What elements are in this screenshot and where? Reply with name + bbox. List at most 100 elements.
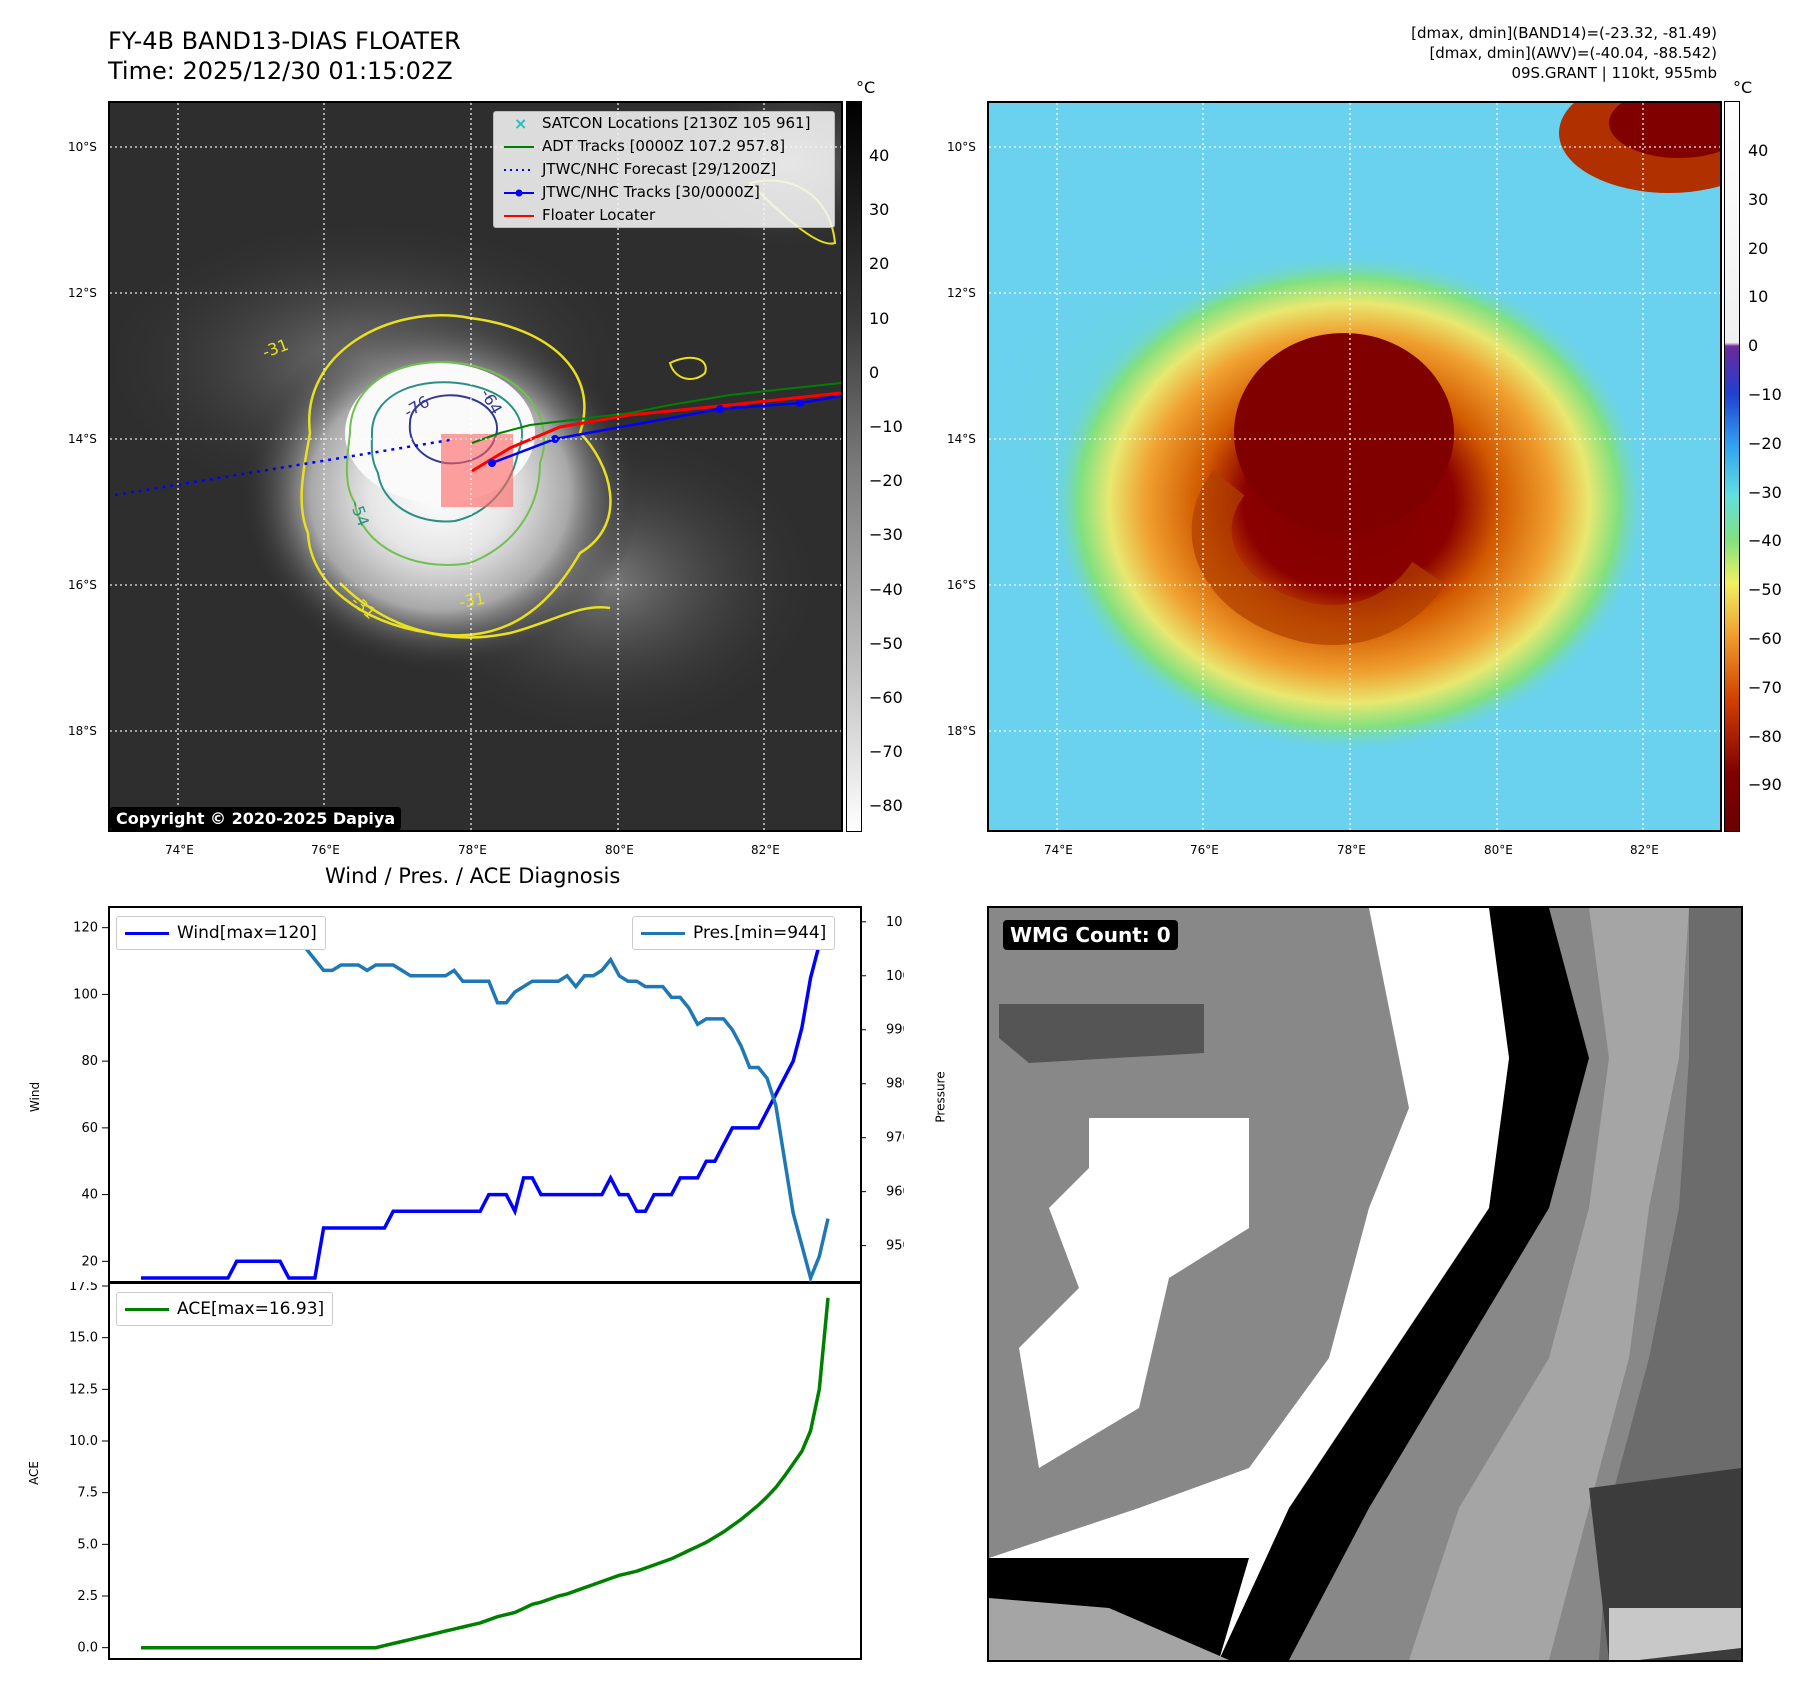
x-marker-icon: × xyxy=(514,114,527,133)
pressure-tick-label: 950 xyxy=(886,1239,904,1254)
lat-label-16: 16°S xyxy=(68,578,97,592)
color-colorbar-tick: −80 xyxy=(1748,726,1782,746)
line-dot-icon xyxy=(504,189,534,197)
lon-label-74: 74°E xyxy=(165,843,194,857)
ace-tick-label: 15.0 xyxy=(69,1331,98,1346)
ir-map-panel: -31 -54 -64 -76 -31 -31 × SATCON Location… xyxy=(108,101,843,832)
figure-title-line1: FY-4B BAND13-DIAS FLOATER xyxy=(108,27,461,55)
lat-label-12: 12°S xyxy=(947,286,976,300)
color-colorbar-tick: −10 xyxy=(1748,385,1782,404)
stats-line1: [dmax, dmin](BAND14)=(-23.32, -81.49) xyxy=(1411,24,1717,42)
lat-label-14: 14°S xyxy=(947,432,976,446)
lat-label-10: 10°S xyxy=(68,140,97,154)
legend-item-floater: Floater Locater xyxy=(494,204,834,227)
color-colorbar-tick: −20 xyxy=(1748,433,1782,453)
ace-tick-label: 0.0 xyxy=(77,1641,98,1656)
gray-colorbar-unit: °C xyxy=(856,78,876,97)
color-colorbar-tick: 40 xyxy=(1748,141,1769,160)
lon-label-82: 82°E xyxy=(751,843,780,857)
wind-tick-label: 120 xyxy=(73,921,98,936)
gray-colorbar-tick: −70 xyxy=(869,742,903,762)
enhanced-ir-imagery xyxy=(989,103,1720,830)
floater-locator-box xyxy=(441,434,513,507)
contour-label-31c: -31 xyxy=(457,589,486,612)
lon-label-82: 82°E xyxy=(1630,843,1659,857)
ace-legend-label: ACE[max=16.93] xyxy=(177,1299,325,1319)
dotted-line-icon xyxy=(504,169,534,171)
legend-item-satcon: × SATCON Locations [2130Z 105 961] xyxy=(494,112,834,135)
color-colorbar-tick: 0 xyxy=(1748,336,1759,356)
ace-tick-label: 2.5 xyxy=(77,1589,98,1604)
figure-title-line2: Time: 2025/12/30 01:15:02Z xyxy=(108,57,453,85)
ace-tick-label: 10.0 xyxy=(69,1434,98,1449)
gray-colorbar-tick: 10 xyxy=(869,308,890,328)
lat-label-12: 12°S xyxy=(68,286,97,300)
color-colorbar-tick: 30 xyxy=(1748,189,1769,209)
color-colorbar-tick: 20 xyxy=(1748,238,1769,258)
lon-label-78: 78°E xyxy=(1337,843,1366,857)
ace-tick-label: 17.5 xyxy=(69,1282,98,1294)
gray-colorbar-tick: 40 xyxy=(869,146,890,165)
gray-colorbar xyxy=(846,101,862,832)
color-colorbar-tick: −40 xyxy=(1748,531,1782,551)
diagnosis-title: Wind / Pres. / ACE Diagnosis xyxy=(325,864,621,888)
pressure-legend-label: Pres.[min=944] xyxy=(693,923,827,943)
lon-label-78: 78°E xyxy=(458,843,487,857)
gray-colorbar-tick: 30 xyxy=(869,200,890,220)
jtwc-forecast-track xyxy=(114,438,451,497)
color-colorbar-tick: −90 xyxy=(1748,775,1782,795)
adt-track xyxy=(471,382,841,444)
ace-line xyxy=(141,1297,830,1650)
gray-colorbar-tick: −30 xyxy=(869,525,903,545)
color-colorbar-tick: −50 xyxy=(1748,580,1782,600)
gray-colorbar-tick: 0 xyxy=(869,362,880,382)
lon-label-74: 74°E xyxy=(1044,843,1073,857)
ace-legend: ACE[max=16.93] xyxy=(116,1292,334,1326)
gray-colorbar-tick: −40 xyxy=(869,579,903,599)
legend-item-jtwc: JTWC/NHC Tracks [30/0000Z] xyxy=(494,181,834,204)
gray-colorbar-tick: 20 xyxy=(869,254,890,274)
lon-label-76: 76°E xyxy=(1190,843,1219,857)
legend-label: SATCON Locations [2130Z 105 961] xyxy=(542,114,811,132)
wmg-panel: WMG Count: 0 xyxy=(987,906,1743,1662)
pressure-tick-label: 1000 xyxy=(886,969,904,984)
lat-label-18: 18°S xyxy=(68,724,97,738)
color-colorbar-tick: 10 xyxy=(1748,287,1769,307)
map-legend: × SATCON Locations [2130Z 105 961] ADT Tr… xyxy=(493,111,835,228)
storm-info: 09S.GRANT | 110kt, 955mb xyxy=(1511,64,1717,82)
legend-item-adt: ADT Tracks [0000Z 107.2 957.8] xyxy=(494,135,834,158)
lat-label-18: 18°S xyxy=(947,724,976,738)
legend-label: JTWC/NHC Tracks [30/0000Z] xyxy=(542,183,760,201)
pressure-tick-label: 970 xyxy=(886,1131,904,1146)
wind-tick-label: 40 xyxy=(81,1188,98,1203)
wind-line xyxy=(141,926,830,1280)
ace-tick-label: 7.5 xyxy=(77,1486,98,1501)
gray-colorbar-tick: −20 xyxy=(869,471,903,491)
pressure-legend: Pres.[min=944] xyxy=(632,916,836,950)
lat-label-10: 10°S xyxy=(947,140,976,154)
contour-mid xyxy=(345,361,546,566)
gray-colorbar-tick: −80 xyxy=(869,796,903,816)
color-colorbar-tick: −30 xyxy=(1748,482,1782,502)
ace-tick-label: 12.5 xyxy=(69,1382,98,1397)
legend-label: JTWC/NHC Forecast [29/1200Z] xyxy=(542,160,777,178)
svg-text:×: × xyxy=(514,114,527,133)
legend-item-forecast: JTWC/NHC Forecast [29/1200Z] xyxy=(494,158,834,181)
lat-label-14: 14°S xyxy=(68,432,97,446)
legend-label: Floater Locater xyxy=(542,206,656,224)
color-colorbar-tick: −70 xyxy=(1748,677,1782,697)
wmg-count-badge: WMG Count: 0 xyxy=(1003,920,1178,950)
floater-track xyxy=(471,391,841,473)
stats-line2: [dmax, dmin](AWV)=(-40.04, -88.542) xyxy=(1429,44,1717,62)
contour-rainband xyxy=(339,582,611,639)
pressure-axis-label: Pressure xyxy=(933,1071,948,1123)
wind-legend: Wind[max=120] xyxy=(116,916,326,950)
wind-tick-label: 20 xyxy=(81,1254,98,1269)
line-icon xyxy=(504,146,534,148)
ace-axis-label: ACE xyxy=(26,1461,41,1485)
wind-legend-label: Wind[max=120] xyxy=(177,923,317,943)
contour-outer xyxy=(300,314,612,637)
pressure-tick-label: 990 xyxy=(886,1023,904,1038)
